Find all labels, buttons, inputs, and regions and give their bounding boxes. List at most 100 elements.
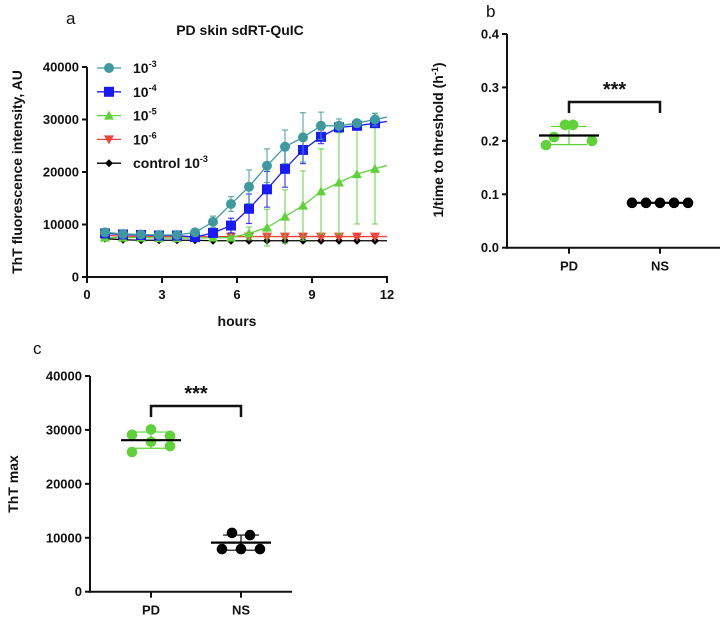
data-point xyxy=(190,227,200,238)
data-point xyxy=(100,227,110,238)
legend-label: 10-5 xyxy=(133,107,157,124)
series-10-3 xyxy=(100,111,388,240)
significance-bracket xyxy=(567,100,662,113)
x-tick-label: PD xyxy=(142,603,160,618)
x-tick-label: 0 xyxy=(83,287,90,302)
data-point xyxy=(316,186,326,196)
data-point xyxy=(145,436,157,448)
legend-label-base: control 10 xyxy=(133,155,200,171)
legend-label: 10-6 xyxy=(133,130,157,147)
legend-marker xyxy=(104,110,114,120)
data-point xyxy=(262,222,272,232)
legend-label-base: 10 xyxy=(133,84,149,100)
data-point xyxy=(370,163,380,173)
data-point xyxy=(586,135,598,147)
y-tick-label: 40000 xyxy=(43,60,79,75)
y-axis-c: 0 10000 20000 30000 40000 xyxy=(46,369,91,599)
legend-label: control 10-3 xyxy=(133,154,208,171)
data-point xyxy=(352,232,362,242)
significance-bracket xyxy=(149,404,243,417)
y-tick-label: 0 xyxy=(75,584,82,599)
y-tick-label: 0.3 xyxy=(481,80,499,95)
data-point xyxy=(370,232,380,242)
legend-item: 10-4 xyxy=(97,83,157,100)
data-point xyxy=(280,141,290,152)
x-tick-label: 12 xyxy=(380,287,394,302)
chart-title-a: PD skin sdRT-QuIC xyxy=(176,22,304,38)
data-point xyxy=(126,429,138,441)
y-tick-label: 0.1 xyxy=(481,187,499,202)
y-tick-label: 20000 xyxy=(46,476,82,491)
data-point xyxy=(216,543,228,555)
legend-marker xyxy=(104,135,114,145)
legend-label: 10-3 xyxy=(133,59,157,76)
data-point xyxy=(352,118,362,129)
y-tick-label: 10000 xyxy=(43,217,79,232)
y-tick-label: 0 xyxy=(72,270,79,285)
y-tick-label: 0.2 xyxy=(481,133,499,148)
data-point xyxy=(334,232,344,242)
x-tick-label: 6 xyxy=(233,287,240,302)
legend-label-exp: -3 xyxy=(200,154,208,164)
data-point xyxy=(244,203,254,214)
legend-label-exp: -4 xyxy=(149,83,157,93)
data-point xyxy=(298,200,308,210)
x-tick-label: NS xyxy=(651,259,669,274)
y-tick-label: 0.0 xyxy=(481,240,499,255)
data-point xyxy=(145,424,157,435)
significance-stars: *** xyxy=(603,79,627,101)
data-point xyxy=(226,199,236,210)
data-point xyxy=(548,131,560,143)
y-axis-label-a: ThT fluorescence intensity, AU xyxy=(9,70,25,274)
x-tick-label: PD xyxy=(560,259,578,274)
legend-label-base: 10 xyxy=(133,131,149,147)
y-axis-label-c: ThT max xyxy=(5,455,21,513)
group-NS xyxy=(211,527,271,555)
legend-label-exp: -3 xyxy=(149,59,157,69)
y-axis-b: 0.0 0.1 0.2 0.3 0.4 xyxy=(481,27,508,255)
y-tick-label: 0.4 xyxy=(481,27,500,42)
significance-stars: *** xyxy=(184,383,208,405)
legend-item: control 10-3 xyxy=(97,154,208,171)
y-axis-label-b: 1/time to threshold (h-1) xyxy=(430,62,446,217)
x-axis-label-a: hours xyxy=(218,313,257,329)
legend-label-exp: -5 xyxy=(149,107,157,117)
y-tick-label: 10000 xyxy=(46,530,82,545)
legend-marker xyxy=(104,63,114,73)
data-point xyxy=(254,543,266,555)
panel-label-c: c xyxy=(33,339,42,358)
panel-label-a: a xyxy=(66,9,76,28)
data-point xyxy=(164,430,176,442)
data-point xyxy=(244,529,256,541)
data-point xyxy=(280,211,290,221)
y-tick-label: 40000 xyxy=(46,369,82,384)
legend-label-exp: -6 xyxy=(149,130,157,140)
legend-label-base: 10 xyxy=(133,60,149,76)
y-tick-label: 30000 xyxy=(43,112,79,127)
data-point xyxy=(164,440,176,452)
data-point xyxy=(540,139,552,151)
data-point xyxy=(226,527,238,539)
data-point xyxy=(280,163,290,174)
group-PD xyxy=(121,424,181,458)
y-tick-label: 30000 xyxy=(46,422,82,437)
data-point xyxy=(118,228,128,239)
legend-item: 10-5 xyxy=(97,107,157,124)
data-point xyxy=(334,120,344,131)
data-point xyxy=(172,230,182,240)
data-point xyxy=(316,120,326,131)
y-label-b-end: ) xyxy=(430,62,446,67)
data-point xyxy=(559,119,571,131)
data-point xyxy=(244,181,254,192)
data-point xyxy=(370,114,380,125)
data-point xyxy=(298,132,308,143)
legend-label: 10-4 xyxy=(133,83,157,100)
legend-label-base: 10 xyxy=(133,108,149,124)
panel-label-b: b xyxy=(486,2,495,21)
y-label-b-base: 1/time to threshold (h xyxy=(430,75,446,217)
data-point xyxy=(262,184,272,195)
data-point xyxy=(226,232,236,242)
data-point xyxy=(316,232,326,242)
legend-item: 10-6 xyxy=(97,130,157,147)
